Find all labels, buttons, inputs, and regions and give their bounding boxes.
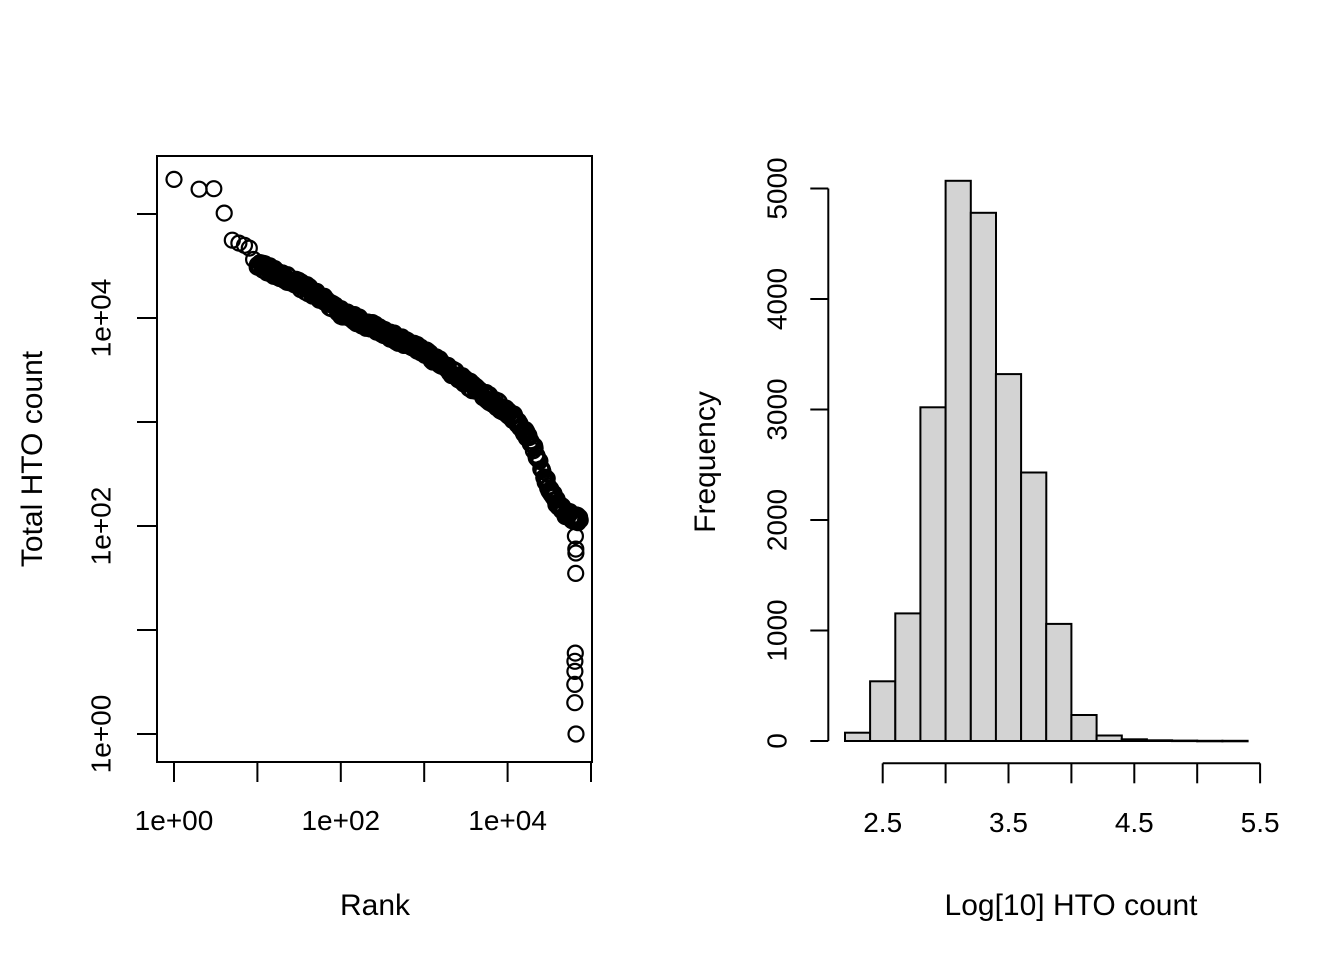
histogram-bar [1120, 738, 1148, 742]
histogram-bar [944, 179, 972, 743]
band-point [531, 452, 549, 470]
plot-box [156, 155, 593, 763]
tail-outlier-point [566, 694, 584, 712]
tail-outlier-point [566, 652, 584, 670]
scatter-y-axis-title: Total HTO count [16, 350, 49, 568]
hist-x-axis: 2.5 3.5 4.5 5.5 [863, 762, 1280, 838]
histogram-bar [994, 373, 1023, 742]
tail-outlier-point [567, 564, 585, 583]
scatter-y-axis: 1e+00 1e+02 1e+04 [86, 213, 157, 774]
histogram-bar [1145, 739, 1174, 742]
head-point [240, 239, 258, 257]
head-point [205, 180, 223, 198]
histogram-bar [1171, 739, 1199, 743]
y-tick-label: 4000 [762, 268, 793, 330]
scatter-x-axis-title: Rank [339, 889, 411, 922]
histogram-bar [844, 731, 872, 743]
histogram-bar [919, 406, 947, 742]
head-point [190, 180, 208, 198]
hist-x-axis-title: Log[10] HTO count [944, 889, 1198, 922]
histogram-bar [969, 211, 997, 743]
x-tick-label: 3.5 [989, 807, 1028, 838]
y-tick-label: 5000 [762, 157, 793, 219]
hto-histogram-panel: 0 1000 2000 3000 4000 5000 2.5 3.5 4.5 5.5 [762, 157, 1280, 838]
y-tick-label: 2000 [762, 489, 793, 551]
x-tick-label: 5.5 [1241, 807, 1280, 838]
x-tick-label: 1e+00 [135, 805, 214, 836]
tail-outlier-point [567, 725, 585, 743]
hist-y-axis-title: Frequency [689, 391, 722, 533]
histogram-bar [894, 612, 922, 743]
x-tick-label: 2.5 [863, 807, 902, 838]
histogram-bars [844, 179, 1249, 743]
head-point [215, 204, 233, 222]
histogram-bar [1020, 471, 1048, 742]
y-tick-label: 1e+02 [86, 487, 117, 566]
histogram-bar [869, 680, 897, 742]
tail-outlier-point [567, 544, 585, 562]
tail-outlier-point [566, 527, 585, 545]
histogram-bar [1045, 622, 1073, 743]
hist-y-axis: 0 1000 2000 3000 4000 5000 [762, 157, 830, 749]
histogram-bar [1221, 739, 1249, 743]
y-tick-label: 1000 [762, 599, 793, 661]
y-tick-label: 0 [762, 733, 793, 749]
scatter-x-axis: 1e+00 1e+02 1e+04 [135, 762, 592, 836]
histogram-bar [1196, 739, 1224, 743]
head-point [165, 170, 183, 188]
tail-outlier-point [566, 644, 584, 662]
x-tick-label: 1e+02 [301, 805, 380, 836]
data-points [165, 170, 589, 743]
histogram-bar [1095, 734, 1123, 742]
tail-outlier-point [566, 662, 584, 681]
y-tick-label: 1e+04 [86, 279, 117, 358]
tail-outlier-point [566, 675, 584, 694]
knee-plot-panel: 1e+00 1e+02 1e+04 1e+00 1e+02 1e+04 [86, 155, 593, 836]
y-tick-label: 3000 [762, 378, 793, 440]
y-tick-label: 1e+00 [86, 695, 117, 774]
x-tick-label: 4.5 [1115, 807, 1154, 838]
band-point [571, 511, 589, 529]
x-tick-label: 1e+04 [468, 805, 547, 836]
histogram-bar [1070, 714, 1098, 742]
